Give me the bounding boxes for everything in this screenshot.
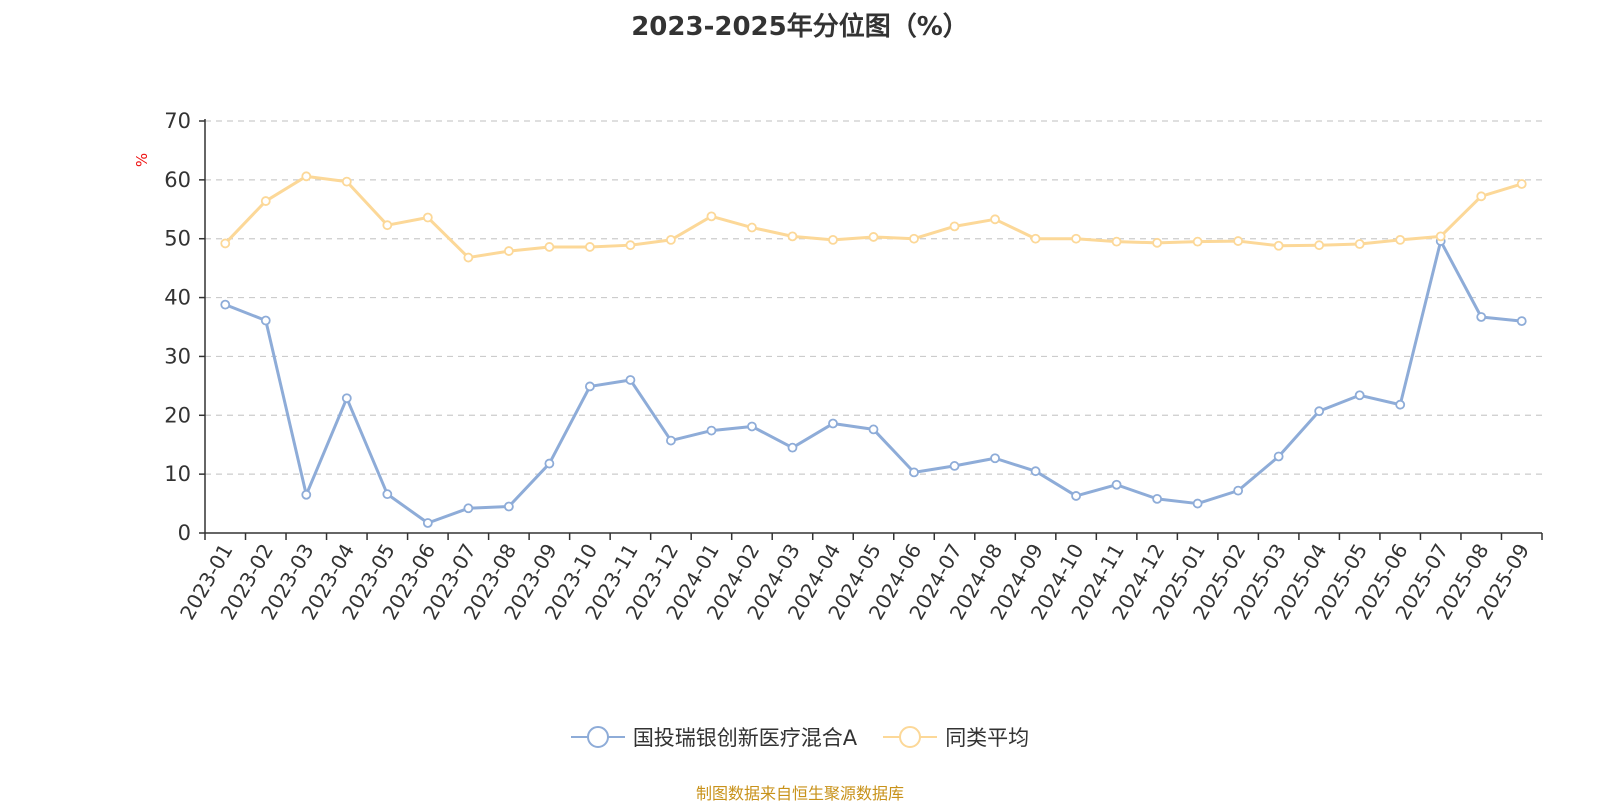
series-line (224, 239, 1522, 525)
series-line (224, 174, 1523, 260)
legend-label-average: 同类平均 (945, 726, 1030, 750)
data-point[interactable] (260, 315, 271, 326)
y-tick-label: 30 (164, 344, 191, 368)
data-point[interactable] (909, 233, 919, 244)
data-point[interactable] (584, 381, 595, 392)
legend-label-fund: 国投瑞银创新医疗混合A (632, 726, 858, 750)
data-point[interactable] (909, 467, 919, 478)
data-point[interactable] (1071, 491, 1081, 501)
data-point[interactable] (544, 242, 555, 252)
y-tick-label: 10 (164, 462, 191, 486)
y-axis-unit-label: % (133, 153, 151, 167)
data-point[interactable] (666, 435, 676, 446)
data-point[interactable] (990, 453, 1000, 464)
data-point[interactable] (1192, 498, 1203, 509)
data-point[interactable] (1354, 239, 1365, 249)
data-point[interactable] (1030, 233, 1041, 244)
chart-title: 2023-2025年分位图（%） (631, 12, 969, 42)
data-point[interactable] (1111, 479, 1122, 490)
data-point[interactable] (1030, 466, 1041, 477)
data-point[interactable] (787, 442, 798, 453)
data-point[interactable] (1314, 406, 1325, 417)
data-point[interactable] (1395, 399, 1406, 410)
data-point[interactable] (1233, 236, 1244, 246)
data-point[interactable] (828, 418, 838, 429)
data-point[interactable] (1071, 233, 1081, 244)
data-point[interactable] (301, 489, 312, 500)
data-point[interactable] (1476, 191, 1487, 202)
data-point[interactable] (990, 214, 1000, 225)
data-point[interactable] (1273, 240, 1284, 251)
data-point[interactable] (463, 252, 474, 263)
y-tick-label: 0 (178, 521, 191, 545)
data-point[interactable] (1192, 236, 1203, 247)
data-point[interactable] (868, 232, 879, 242)
data-point[interactable] (1152, 237, 1163, 248)
data-point[interactable] (584, 242, 595, 252)
data-point[interactable] (949, 221, 960, 232)
data-point[interactable] (625, 375, 636, 385)
footer-source: 制图数据来自恒生聚源数据库 (695, 784, 904, 803)
data-point[interactable] (625, 240, 636, 251)
data-point[interactable] (1111, 236, 1122, 247)
data-point[interactable] (787, 231, 798, 242)
data-point[interactable] (1354, 390, 1365, 401)
legend-item-average[interactable]: 同类平均 (883, 722, 1029, 752)
data-point[interactable] (544, 458, 555, 469)
data-point[interactable] (1516, 179, 1527, 189)
data-point[interactable] (341, 393, 352, 404)
legend-marker-fund (570, 726, 625, 748)
data-point[interactable] (1435, 231, 1446, 242)
data-point[interactable] (828, 234, 838, 245)
series-layer (220, 171, 1527, 528)
data-point[interactable] (706, 211, 717, 222)
data-point[interactable] (1152, 493, 1163, 504)
data-point[interactable] (260, 196, 271, 206)
data-point[interactable] (747, 222, 757, 233)
data-point[interactable] (747, 421, 757, 432)
axes: 0102030405060702023-012023-022023-032023… (164, 109, 1543, 624)
legend-marker-average (883, 726, 938, 748)
data-point[interactable] (666, 234, 676, 245)
y-tick-label: 60 (164, 168, 191, 192)
data-point[interactable] (422, 518, 433, 528)
data-point[interactable] (382, 220, 393, 231)
data-point[interactable] (382, 489, 393, 500)
data-point[interactable] (868, 424, 879, 435)
series-1 (220, 171, 1527, 263)
data-point[interactable] (1516, 316, 1527, 327)
data-point[interactable] (949, 461, 960, 471)
data-point[interactable] (1314, 240, 1325, 251)
data-point[interactable] (706, 425, 717, 436)
data-point[interactable] (503, 246, 514, 256)
y-tick-label: 40 (164, 286, 191, 310)
series-0 (220, 236, 1527, 528)
y-tick-label: 20 (164, 403, 191, 427)
data-point[interactable] (341, 176, 352, 187)
data-point[interactable] (463, 503, 474, 514)
data-point[interactable] (422, 212, 433, 223)
data-point[interactable] (220, 238, 231, 249)
data-point[interactable] (1476, 312, 1487, 322)
legend: 国投瑞银创新医疗混合A 同类平均 (0, 722, 1600, 752)
y-tick-label: 70 (164, 109, 191, 133)
data-point[interactable] (1233, 485, 1244, 496)
data-point[interactable] (301, 171, 312, 182)
y-tick-label: 50 (164, 227, 191, 251)
grid-lines (205, 120, 1542, 475)
data-point[interactable] (220, 299, 231, 310)
data-point[interactable] (1273, 451, 1284, 462)
data-point[interactable] (1395, 234, 1406, 245)
data-point[interactable] (503, 501, 514, 512)
legend-item-fund[interactable]: 国投瑞银创新医疗混合A (570, 722, 858, 752)
